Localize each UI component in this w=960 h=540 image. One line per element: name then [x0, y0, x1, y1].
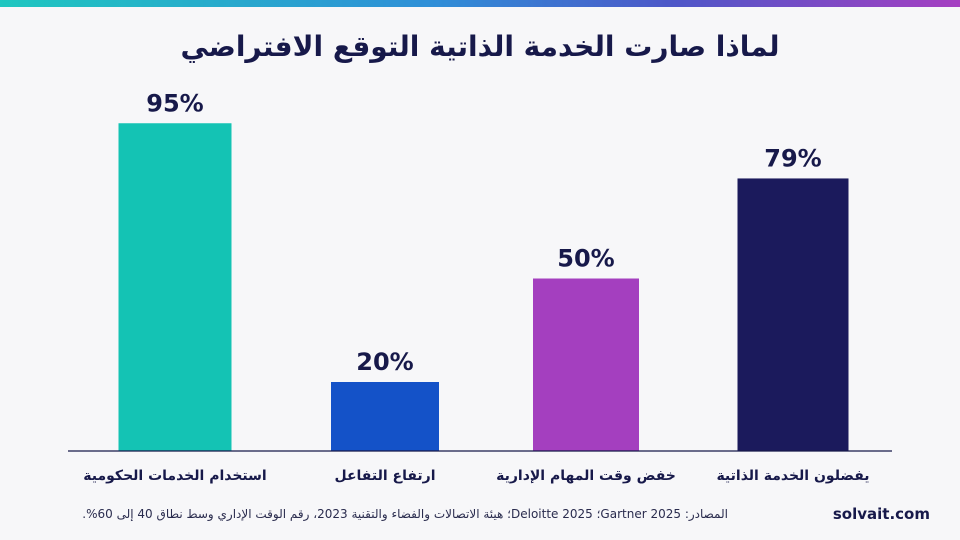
brand-link[interactable]: solvait.com: [832, 505, 930, 523]
category-label-2: ارتفاع التفاعل: [334, 468, 435, 484]
category-label-4: يفضلون الخدمة الذاتية: [716, 468, 869, 484]
bar-2: [331, 382, 439, 451]
bars-layer: 95% استخدام الخدمات الحكومية 20% ارتفاع الت…: [83, 89, 869, 484]
chart-title: لماذا صارت الخدمة الذاتية التوقع الافترا…: [180, 30, 780, 63]
category-label-1: استخدام الخدمات الحكومية: [83, 468, 266, 484]
sources-note: المصادر: Gartner 2025؛ Deloitte 2025؛ هي…: [82, 507, 728, 521]
value-label-1: 95%: [146, 89, 203, 117]
top-accent-bar: [0, 0, 960, 7]
bar-4: [737, 178, 849, 451]
bar-1: [118, 123, 232, 451]
bar-3: [533, 278, 639, 451]
value-label-2: 20%: [356, 348, 413, 376]
value-label-4: 79%: [764, 144, 821, 172]
category-label-3: خفض وقت المهام الإدارية: [496, 468, 676, 484]
value-label-3: 50%: [557, 245, 614, 273]
